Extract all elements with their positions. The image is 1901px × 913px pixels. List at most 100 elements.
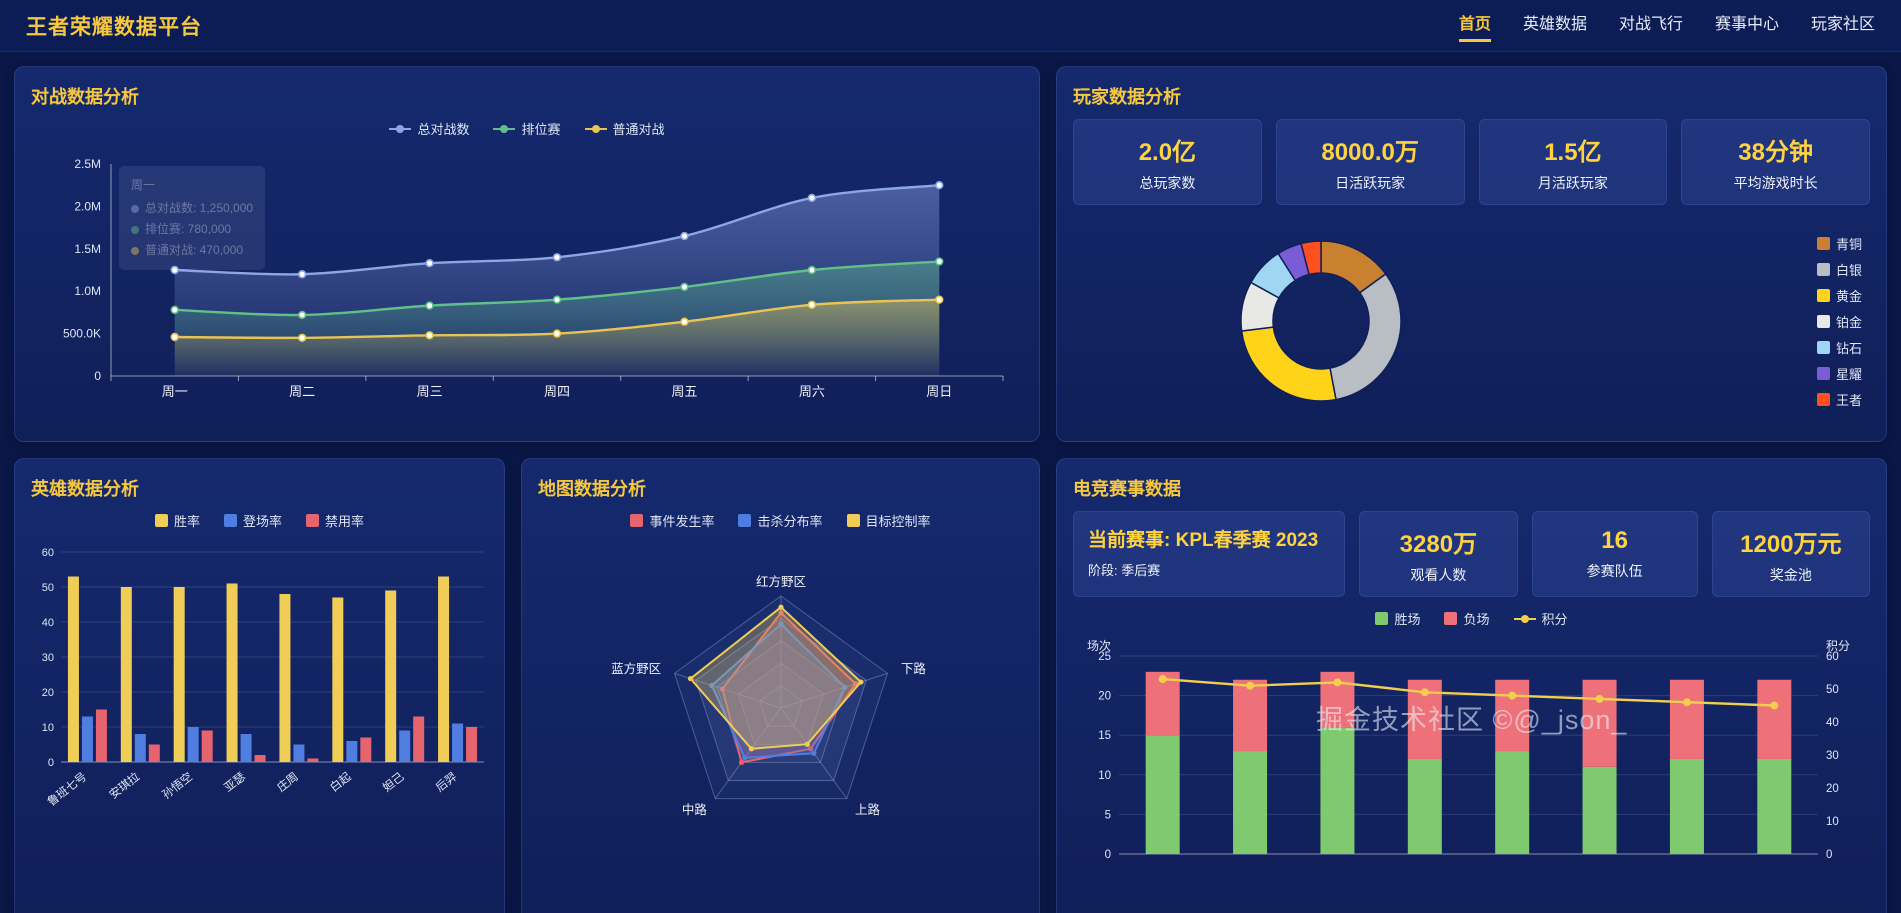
rank-donut-chart[interactable] — [1073, 219, 1593, 424]
svg-text:周三: 周三 — [417, 384, 443, 399]
svg-text:10: 10 — [1826, 816, 1839, 828]
legend-label: 总对战数 — [417, 122, 470, 137]
esports-chart-legend: 胜场 负场 积分 — [1073, 609, 1870, 628]
stat-label: 阶段: 季后赛 — [1088, 562, 1161, 578]
svg-text:积分: 积分 — [1826, 639, 1850, 653]
legend-item-胜率[interactable]: 胜率 — [154, 511, 200, 530]
panel-map-analysis: 地图数据分析 事件发生率 击杀分布率 目标控制率 红方野区 下路 上路 中路 蓝方野区 — [521, 458, 1040, 913]
rank-donut-legend: 青铜白银黄金铂金钻石星耀王者 — [1816, 234, 1870, 409]
svg-text:2.0M: 2.0M — [74, 199, 101, 213]
legend-item-青铜[interactable]: 青铜 — [1816, 234, 1862, 253]
legend-swatch — [738, 514, 752, 527]
stat-label: 月活跃玩家 — [1537, 174, 1608, 191]
svg-text:60: 60 — [42, 547, 54, 559]
nav-item-赛事中心[interactable]: 赛事中心 — [1714, 15, 1779, 33]
svg-text:2.5M: 2.5M — [74, 157, 101, 171]
legend-item-目标控制率[interactable]: 目标控制率 — [846, 511, 931, 530]
legend-label: 白银 — [1835, 263, 1862, 278]
legend-item-白银[interactable]: 白银 — [1816, 260, 1862, 279]
legend-item-铂金[interactable]: 铂金 — [1816, 312, 1862, 331]
svg-text:孙悟空: 孙悟空 — [159, 769, 195, 801]
legend-swatch — [630, 514, 644, 527]
legend-item-积分[interactable]: 积分 — [1513, 609, 1568, 628]
legend-item-击杀分布率[interactable]: 击杀分布率 — [738, 511, 823, 530]
stat-value: 8000.0万 — [1321, 138, 1419, 166]
legend-item-排位赛[interactable]: 排位赛 — [493, 119, 561, 138]
legend-swatch — [223, 514, 237, 527]
svg-text:30: 30 — [42, 652, 54, 664]
nav-item-首页[interactable]: 首页 — [1458, 10, 1491, 42]
svg-text:15: 15 — [1098, 730, 1111, 742]
stat-card: 38分钟 平均游戏时长 — [1681, 119, 1870, 205]
svg-text:20: 20 — [1098, 691, 1111, 703]
legend-item-普通对战[interactable]: 普通对战 — [584, 119, 665, 138]
legend-label: 铂金 — [1835, 315, 1862, 330]
svg-text:下路: 下路 — [901, 661, 927, 676]
legend-label: 登场率 — [242, 514, 282, 529]
panel-title-esports: 电竞赛事数据 — [1073, 479, 1181, 499]
svg-text:25: 25 — [1098, 651, 1111, 663]
svg-text:10: 10 — [42, 722, 54, 734]
legend-item-钻石[interactable]: 钻石 — [1816, 338, 1862, 357]
legend-swatch — [1816, 393, 1830, 406]
player-stat-cards: 2.0亿 总玩家数 8000.0万 日活跃玩家 1.5亿 月活跃玩家 38分钟 平均游戏时长 — [1073, 119, 1870, 205]
svg-text:30: 30 — [1826, 750, 1839, 762]
legend-item-禁用率[interactable]: 禁用率 — [306, 511, 364, 530]
legend-swatch — [1816, 367, 1830, 380]
battle-chart-legend: 总对战数 排位赛 普通对战 — [31, 119, 1023, 138]
stat-card: 2.0亿 总玩家数 — [1073, 119, 1262, 205]
svg-text:场次: 场次 — [1087, 639, 1111, 653]
dashboard-grid: 对战数据分析 总对战数 排位赛 普通对战 0 500.0K 1.0M 1.5M 2.0M 2.… — [0, 52, 1901, 913]
nav-item-玩家社区[interactable]: 玩家社区 — [1810, 15, 1875, 33]
legend-swatch — [1816, 237, 1830, 250]
svg-text:0: 0 — [94, 369, 101, 383]
legend-item-总对战数[interactable]: 总对战数 — [389, 119, 469, 138]
app-title: 王者荣耀数据平台 — [26, 15, 202, 39]
panel-title-battle: 对战数据分析 — [31, 87, 139, 107]
legend-item-黄金[interactable]: 黄金 — [1816, 286, 1862, 305]
svg-text:上路: 上路 — [855, 802, 881, 817]
stat-card: 8000.0万 日活跃玩家 — [1275, 119, 1465, 205]
nav-item-对战飞行[interactable]: 对战飞行 — [1618, 15, 1683, 33]
main-nav: 首页 英雄数据 对战飞行 赛事中心 玩家社区 — [1458, 10, 1875, 42]
legend-swatch — [1816, 315, 1830, 328]
legend-item-王者[interactable]: 王者 — [1816, 390, 1862, 409]
svg-text:50: 50 — [42, 582, 54, 594]
stat-card: 1.5亿 月活跃玩家 — [1478, 119, 1668, 205]
hero-bar-chart[interactable]: 0 10 20 30 40 50 60 鲁班七号 安琪拉 孙悟空 亚瑟 庄周 白起 妲己 后羿 — [31, 540, 490, 840]
svg-text:妲己: 妲己 — [380, 769, 407, 794]
battle-chart-area: 0 500.0K 1.0M 1.5M 2.0M 2.5M 周一 周二 周三 周四 周五 周六 周日 周一… — [31, 148, 1023, 421]
svg-text:0: 0 — [48, 757, 54, 769]
esports-mixed-chart[interactable]: 0 5 10 15 20 25 0 10 20 30 40 50 60 场次 积分 — [1073, 638, 1872, 888]
legend-line-marker — [389, 124, 412, 133]
svg-text:0: 0 — [1105, 849, 1111, 861]
legend-swatch — [1375, 612, 1389, 625]
legend-item-事件发生率[interactable]: 事件发生率 — [630, 511, 714, 530]
legend-label: 目标控制率 — [865, 514, 931, 529]
svg-text:500.0K: 500.0K — [63, 327, 101, 341]
legend-item-星耀[interactable]: 星耀 — [1816, 364, 1862, 383]
legend-swatch — [846, 514, 860, 527]
legend-label: 事件发生率 — [649, 514, 715, 529]
legend-line-marker — [584, 124, 607, 133]
nav-item-英雄数据[interactable]: 英雄数据 — [1522, 15, 1587, 33]
legend-item-登场率[interactable]: 登场率 — [223, 511, 282, 530]
svg-text:10: 10 — [1098, 770, 1111, 782]
legend-swatch — [1816, 341, 1830, 354]
legend-swatch — [154, 514, 168, 527]
svg-text:周四: 周四 — [544, 384, 570, 399]
legend-label: 黄金 — [1835, 289, 1862, 304]
legend-item-胜场[interactable]: 胜场 — [1375, 609, 1420, 628]
svg-text:40: 40 — [42, 617, 54, 629]
stat-label: 奖金池 — [1769, 566, 1812, 583]
legend-label: 青铜 — [1835, 237, 1862, 252]
legend-item-负场[interactable]: 负场 — [1444, 609, 1490, 628]
battle-line-chart[interactable]: 0 500.0K 1.0M 1.5M 2.0M 2.5M 周一 周二 周三 周四 周五 周六 周日 — [31, 148, 1025, 416]
svg-text:庄周: 庄周 — [274, 769, 301, 794]
svg-text:5: 5 — [1105, 809, 1111, 821]
legend-label: 击杀分布率 — [757, 514, 823, 529]
svg-text:安琪拉: 安琪拉 — [106, 769, 142, 802]
legend-label: 普通对战 — [612, 122, 665, 137]
svg-text:周六: 周六 — [799, 384, 825, 399]
